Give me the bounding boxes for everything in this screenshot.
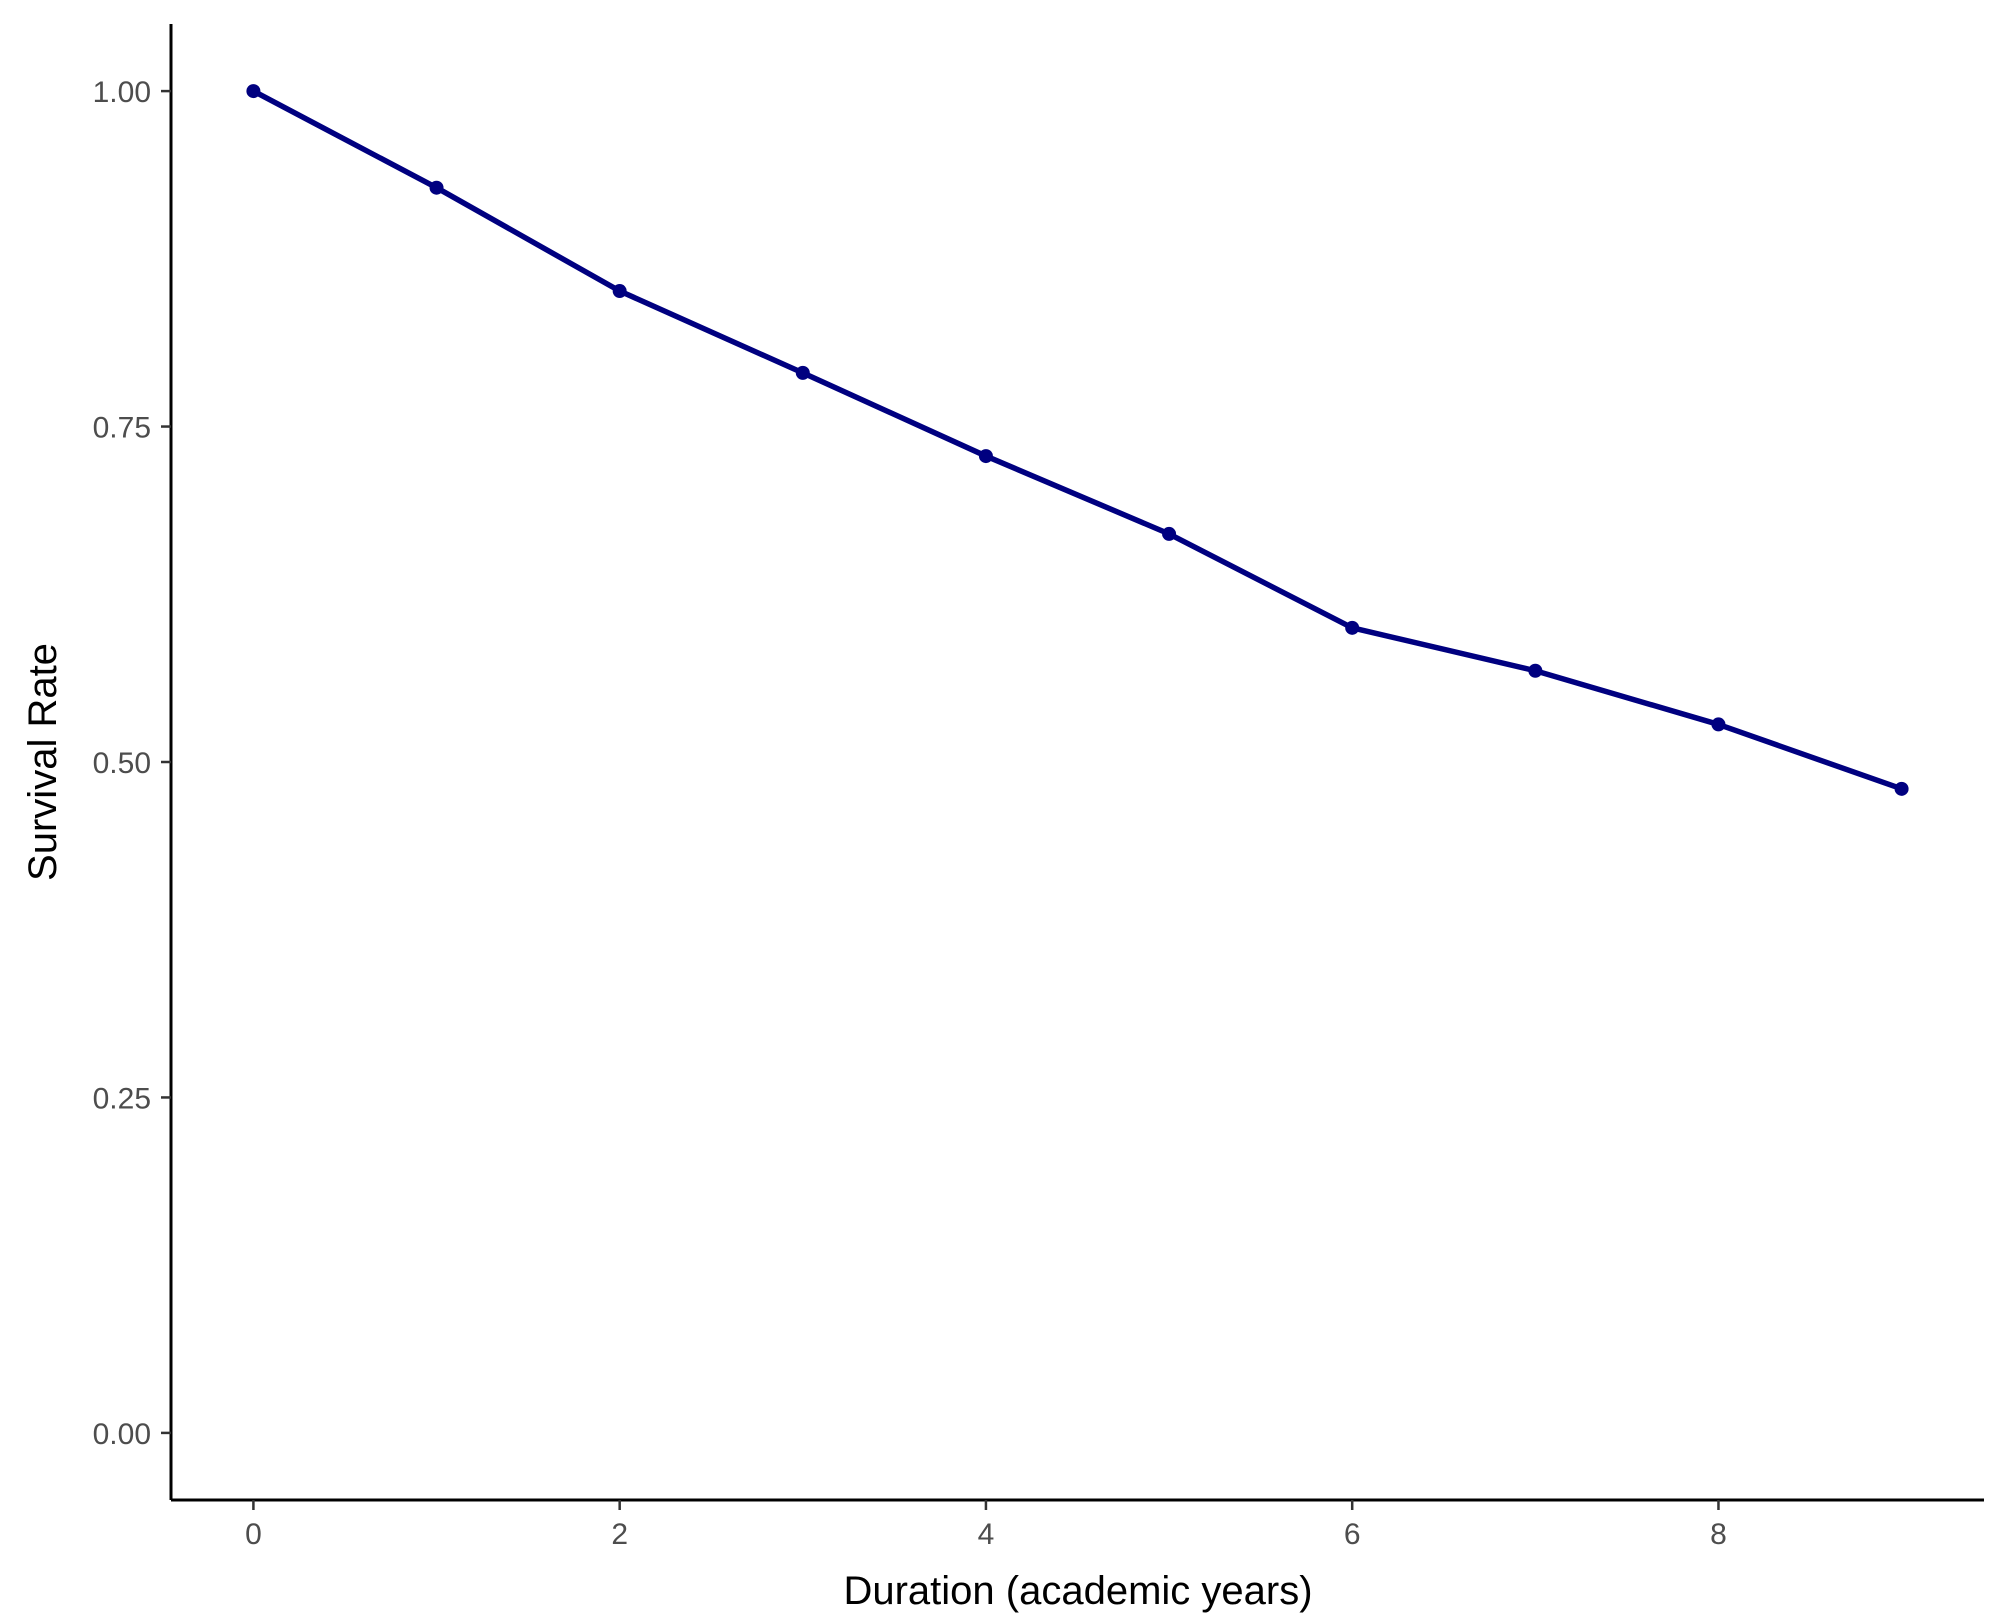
data-point [1528, 663, 1543, 678]
data-point [612, 284, 627, 299]
data-point [429, 180, 444, 195]
y-tick-label: 1.00 [93, 76, 151, 109]
y-tick-label: 0.50 [93, 747, 151, 780]
x-tick-label: 0 [245, 1518, 262, 1551]
x-tick-label: 2 [611, 1518, 628, 1551]
data-point [1711, 717, 1726, 732]
x-axis-title: Duration (academic years) [843, 1569, 1312, 1613]
y-tick-label: 0.00 [93, 1418, 151, 1451]
y-tick-label: 0.25 [93, 1082, 151, 1115]
data-point [1894, 781, 1909, 796]
x-axis-ticks: 0 2 4 6 8 [245, 1500, 1727, 1551]
plot-area [246, 84, 1909, 796]
data-point [978, 449, 993, 464]
series-line [250, 88, 1905, 792]
data-point [1345, 620, 1360, 635]
x-tick-label: 8 [1710, 1518, 1727, 1551]
x-tick-label: 6 [1344, 1518, 1361, 1551]
data-point [246, 84, 261, 99]
data-point [795, 365, 810, 380]
y-axis-title: Survival Rate [21, 643, 65, 881]
y-axis-ticks: 0.00 0.25 0.50 0.75 1.00 [93, 76, 171, 1451]
data-point [1162, 526, 1177, 541]
y-tick-label: 0.75 [93, 412, 151, 445]
x-tick-label: 4 [978, 1518, 995, 1551]
